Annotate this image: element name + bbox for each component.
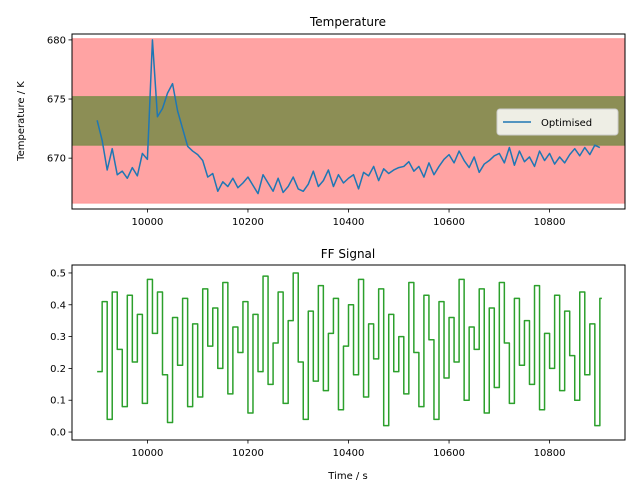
- temperature-y-tick-label: 680: [47, 35, 66, 46]
- temperature-y-tick-label: 675: [47, 95, 66, 106]
- temperature-plot: 10000 10200 10400 10600 10800 670 675 680 Temp…: [16, 15, 626, 228]
- temperature-legend: Optimised: [496, 108, 619, 136]
- ff-signal-y-tick-label: 0.3: [50, 332, 66, 343]
- ff-signal-x-tick-label: 10400: [333, 448, 365, 459]
- temperature-x-tick-label: 10800: [534, 217, 566, 228]
- temperature-x-tick-label: 10400: [333, 217, 365, 228]
- temperature-series-line-0: [96, 39, 601, 195]
- legend-label-optimised: Optimised: [541, 118, 592, 129]
- temperature-y-tick-label: 670: [47, 154, 66, 165]
- ff-signal-y-tick-label: 0.4: [50, 300, 66, 311]
- ff-signal-y-tick-label: 0.1: [50, 396, 66, 407]
- temperature-title: Temperature: [309, 15, 386, 29]
- temperature-series: [96, 39, 601, 195]
- ff-signal-x-tick-label: 10600: [433, 448, 465, 459]
- ff-signal-y-tick-label: 0.2: [50, 364, 66, 375]
- ff-signal-y-tick-label: 0.5: [50, 268, 66, 279]
- temperature-x-tick-label: 10200: [232, 217, 264, 228]
- legend-box: [496, 108, 619, 136]
- ff-signal-series: [97, 272, 602, 427]
- ff-signal-x-axis-label: Time / s: [327, 471, 367, 480]
- temperature-x-tick-label: 10000: [132, 217, 164, 228]
- ff-signal-x-ticks: 10000 10200 10400 10600 10800: [132, 440, 566, 459]
- ff-signal-series-line-0: [97, 272, 602, 427]
- ff-signal-x-tick-label: 10000: [132, 448, 164, 459]
- ff-signal-y-tick-label: 0.0: [50, 428, 66, 439]
- temperature-x-tick-label: 10600: [433, 217, 465, 228]
- ff-signal-title: FF Signal: [321, 247, 375, 261]
- ff-signal-plot: 10000 10200 10400 10600 10800 0.00.10.20.30.…: [50, 247, 626, 480]
- temperature-y-ticks: 670 675 680: [47, 35, 72, 165]
- ff-signal-x-tick-label: 10200: [232, 448, 264, 459]
- ff-signal-y-ticks: 0.0 0.1 0.2 0.3 0.4 0.5: [50, 268, 72, 439]
- ff-signal-x-tick-label: 10800: [534, 448, 566, 459]
- temperature-x-ticks: 10000 10200 10400 10600 10800: [132, 209, 566, 228]
- temperature-y-axis-label: Temperature / K: [16, 81, 27, 162]
